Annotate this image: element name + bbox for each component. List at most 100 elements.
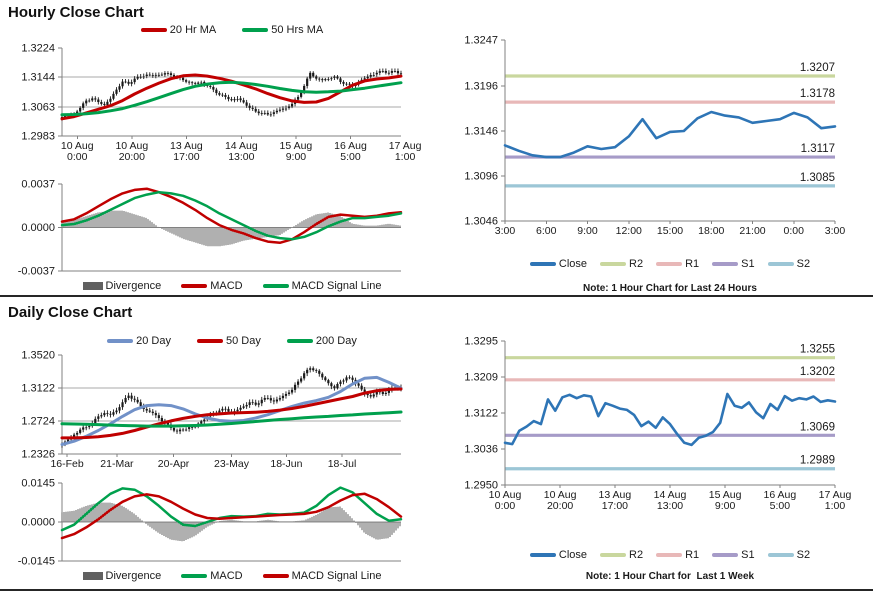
close-line-swatch [529,262,556,266]
svg-text:1.3122: 1.3122 [21,383,55,395]
svg-text:0.0145: 0.0145 [21,478,55,490]
section-divider [0,295,873,297]
legend-label: MACD [210,280,243,292]
legend-item-r2: R2 [600,258,643,270]
svg-text:12:00: 12:00 [616,225,642,237]
svg-text:10 Aug: 10 Aug [544,489,577,501]
legend-label: 50 Hrs MA [271,24,324,36]
svg-text:16-Feb: 16-Feb [50,458,83,470]
svg-text:10 Aug: 10 Aug [115,140,148,152]
svg-text:17 Aug: 17 Aug [389,140,422,152]
svg-text:1.2326: 1.2326 [21,449,55,461]
svg-text:3:00: 3:00 [825,225,846,237]
svg-text:0.0037: 0.0037 [21,179,55,191]
svg-text:1.3046: 1.3046 [464,216,498,228]
svg-text:1.3247: 1.3247 [464,35,498,47]
svg-text:1.3178: 1.3178 [800,88,835,100]
legend-label: R1 [685,258,700,270]
svg-text:18-Jun: 18-Jun [270,458,302,470]
svg-text:5:00: 5:00 [770,500,791,512]
legend-label: R1 [685,549,700,561]
legend-item-s1: S1 [712,258,755,270]
ma50-line-swatch [197,339,223,343]
svg-text:18-Jul: 18-Jul [328,458,357,470]
svg-text:3:00: 3:00 [495,225,516,237]
legend-item-divergence: Divergence [82,570,162,582]
svg-text:0:00: 0:00 [495,500,516,512]
svg-text:1.2983: 1.2983 [21,131,55,143]
legend-item-macd: MACD [181,570,243,582]
legend-label: MACD [210,570,243,582]
hourly-pivot-legend: Close R2 R1 S1 S2 [505,258,835,270]
svg-text:18:00: 18:00 [698,225,724,237]
r2-line-swatch [600,553,627,557]
svg-text:16 Aug: 16 Aug [334,140,367,152]
svg-text:23-May: 23-May [214,458,250,470]
legend-item-s2: S2 [767,258,811,270]
svg-text:17:00: 17:00 [602,500,628,512]
svg-text:1.3063: 1.3063 [21,101,55,113]
legend-label: S1 [741,549,755,561]
legend-item-r1: R1 [656,258,699,270]
svg-text:21:00: 21:00 [739,225,765,237]
svg-text:1.3196: 1.3196 [464,80,498,92]
svg-text:14 Aug: 14 Aug [225,140,258,152]
svg-text:0:00: 0:00 [784,225,805,237]
legend-label: S2 [796,549,811,561]
ma50-line-swatch [242,28,269,32]
daily-ma-legend: 20 Day 50 Day 200 Day [62,335,402,347]
svg-text:1:00: 1:00 [825,500,846,512]
s1-line-swatch [712,262,739,266]
legend-item-divergence: Divergence [82,280,162,292]
svg-text:1.2724: 1.2724 [21,416,55,428]
s2-line-swatch [767,262,794,266]
hourly-macd-legend: Divergence MACD MACD Signal Line [62,280,402,292]
legend-label: 20 Hr MA [169,24,217,36]
svg-text:9:00: 9:00 [577,225,598,237]
svg-text:13:00: 13:00 [657,500,683,512]
legend-item-50hr-ma: 50 Hrs MA [242,24,323,36]
legend-item-close: Close [529,549,587,561]
svg-text:13 Aug: 13 Aug [170,140,203,152]
svg-text:1.3122: 1.3122 [464,408,498,420]
macd-line-swatch [181,574,208,578]
svg-text:13 Aug: 13 Aug [599,489,632,501]
daily-pivot-legend: Close R2 R1 S1 S2 [505,549,835,561]
hourly-ma-legend: 20 Hr MA 50 Hrs MA [62,24,402,36]
hourly-chart-title: Hourly Close Chart [8,4,144,21]
section-divider [0,589,873,591]
s1-line-swatch [712,553,739,557]
svg-text:1.3207: 1.3207 [800,62,835,74]
legend-label: Divergence [105,280,162,292]
svg-text:17 Aug: 17 Aug [819,489,852,501]
svg-text:1.3096: 1.3096 [464,170,498,182]
svg-text:1.3085: 1.3085 [800,172,835,184]
svg-text:14 Aug: 14 Aug [654,489,687,501]
svg-text:1.3520: 1.3520 [21,350,55,362]
legend-label: Divergence [105,570,162,582]
legend-label: 200 Day [315,335,357,347]
legend-label: R2 [629,549,644,561]
svg-text:15 Aug: 15 Aug [709,489,742,501]
svg-text:13:00: 13:00 [228,151,254,163]
legend-label: S2 [796,258,811,270]
svg-text:1.3255: 1.3255 [800,344,835,356]
svg-text:20-Apr: 20-Apr [158,458,190,470]
daily-macd-legend: Divergence MACD MACD Signal Line [62,570,402,582]
hourly-pivot-note: Note: 1 Hour Chart for Last 24 Hours [583,283,757,294]
divergence-swatch [82,572,103,580]
svg-text:16 Aug: 16 Aug [764,489,797,501]
legend-label: Close [558,258,588,270]
svg-text:1.3144: 1.3144 [21,72,55,84]
svg-text:-0.0037: -0.0037 [18,266,55,278]
svg-text:5:00: 5:00 [340,151,361,163]
legend-label: MACD Signal Line [291,280,382,292]
svg-text:1.3069: 1.3069 [800,421,835,433]
legend-label: S1 [741,258,755,270]
svg-text:1.2950: 1.2950 [464,480,498,492]
legend-label: R2 [629,258,644,270]
legend-item-r2: R2 [600,549,643,561]
macd-line-swatch [181,284,208,288]
legend-item-20day-ma: 20 Day [107,335,171,347]
